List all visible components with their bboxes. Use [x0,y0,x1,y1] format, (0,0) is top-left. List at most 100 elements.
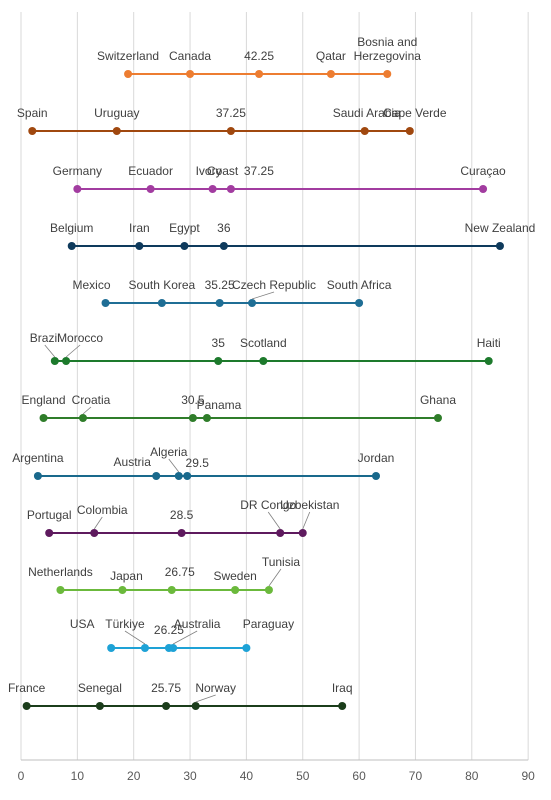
data-point [101,299,110,307]
data-label: Tunisia [262,555,301,569]
data-label: Germany [53,164,102,178]
data-point [226,127,235,135]
data-label: Mexico [73,278,111,292]
label-leader-line [168,458,180,473]
data-label: Bosnia and [357,35,417,49]
data-label: Panama [197,398,242,412]
data-label: New Zealand [465,221,536,235]
data-label: 25.75 [151,681,181,695]
data-point [73,185,82,193]
data-point [264,586,273,594]
data-point [484,357,493,365]
data-label: 29.5 [186,456,210,470]
data-label: 42.25 [244,49,274,63]
data-point [255,70,264,78]
data-label: Colombia [77,503,128,517]
data-label: Netherlands [28,565,93,579]
data-point [174,472,183,480]
data-label: Sweden [213,569,256,583]
data-point [33,472,42,480]
data-point [214,357,223,365]
data-point [90,529,99,537]
data-label: Cape Verde [383,106,447,120]
x-tick-label: 0 [18,769,25,783]
label-leader-line [195,694,216,703]
data-label: Ivory [196,164,222,178]
data-point [183,472,192,480]
data-label: South Africa [327,278,392,292]
x-tick-label: 80 [465,769,479,783]
data-point [338,702,347,710]
data-label: Paraguay [243,617,294,631]
data-point [180,242,189,250]
data-point [107,644,116,652]
data-label: Egypt [169,221,200,235]
data-point [169,644,178,652]
x-tick-label: 60 [352,769,366,783]
data-point [219,242,228,250]
data-point [50,357,59,365]
data-point [157,299,166,307]
x-tick-label: 20 [127,769,141,783]
gridlines [20,12,529,760]
data-point [22,702,31,710]
data-point [177,529,186,537]
data-label: 35 [212,336,226,350]
data-label: Uzbekistan [280,498,339,512]
data-point [135,242,144,250]
data-label: 37.25 [216,106,246,120]
data-point [248,299,257,307]
data-label: Japan [110,569,143,583]
data-label: 30.5 [181,393,205,407]
data-point [112,127,121,135]
label-leader-line [44,344,56,358]
series-row: Switzerland Canada 42.25 Qatar Bosnia andHer… [97,35,421,78]
data-label: Jordan [358,451,395,465]
data-point [146,185,155,193]
data-point [495,242,504,250]
data-label: USA [70,617,95,631]
data-point [355,299,364,307]
data-label: Ghana [420,393,456,407]
series-row: France Senegal 25.75 Norway Iraq [8,681,353,710]
data-label: Belgium [50,221,93,235]
data-label: Morocco [57,331,103,345]
data-label: England [22,393,66,407]
data-point [479,185,488,193]
x-tick-label: 10 [71,769,85,783]
label-leader-line [93,516,103,530]
data-point [242,644,251,652]
data-point [28,127,37,135]
x-tick-label: 70 [409,769,423,783]
data-label: Türkiye [105,617,145,631]
series-group: Switzerland Canada 42.25 Qatar Bosnia andHer… [8,35,535,710]
series-row: Netherlands Japan 26.75 Sweden Tunisia [28,555,300,594]
x-axis: 0 10 20 30 40 50 60 70 80 90 [18,759,535,783]
data-point [383,70,392,78]
data-point [95,702,104,710]
data-label: France [8,681,46,695]
data-label: Portugal [27,508,72,522]
data-label: Czech Republic [232,278,316,292]
data-point [140,644,149,652]
data-label: Haiti [477,336,501,350]
label-leader-line [172,630,198,645]
data-label: Qatar [316,49,346,63]
data-point [405,127,414,135]
data-label: Uruguay [94,106,139,120]
data-label: Norway [195,681,236,695]
data-point [167,586,176,594]
data-label: 37.25 [244,164,274,178]
data-label: Iraq [332,681,353,695]
data-label: 26.25 [154,623,184,637]
data-label: Coast [207,164,239,178]
data-label-line2: Herzegovina [354,49,422,63]
data-label: Switzerland [97,49,159,63]
data-label: South Korea [129,278,196,292]
